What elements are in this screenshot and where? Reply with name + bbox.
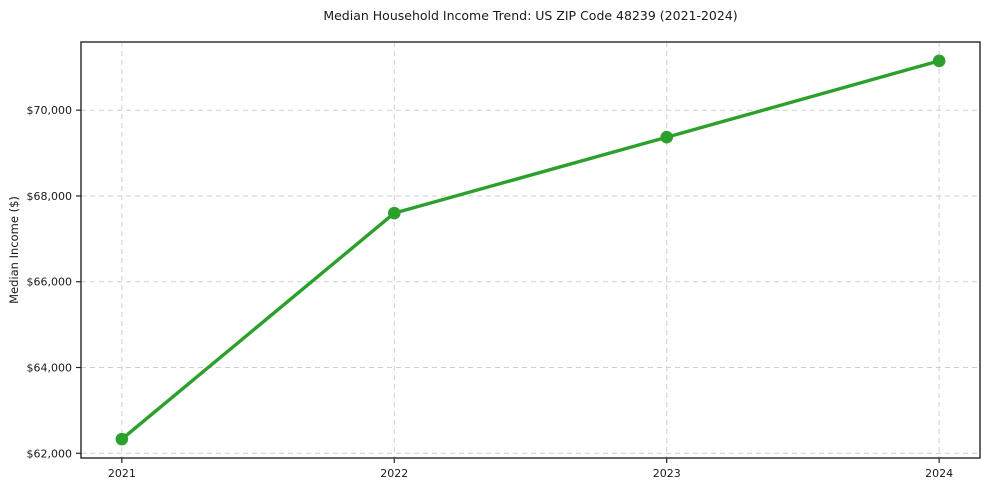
y-tick-label: $62,000 bbox=[27, 447, 73, 460]
chart-title: Median Household Income Trend: US ZIP Co… bbox=[323, 8, 738, 23]
data-point-2023 bbox=[660, 130, 674, 144]
data-point-2021 bbox=[115, 432, 129, 446]
axes-spines bbox=[80, 41, 981, 459]
x-tick-label: 2024 bbox=[925, 467, 953, 480]
x-tick-label: 2023 bbox=[653, 467, 681, 480]
y-tick-label: $66,000 bbox=[27, 276, 73, 289]
trend-line bbox=[120, 59, 941, 441]
y-tick-label: $70,000 bbox=[27, 104, 73, 117]
x-tick-label: 2021 bbox=[108, 467, 136, 480]
x-tick-label: 2022 bbox=[380, 467, 408, 480]
data-point-2022 bbox=[387, 206, 401, 220]
y-tick-label: $68,000 bbox=[27, 190, 73, 203]
y-tick-label: $64,000 bbox=[27, 362, 73, 375]
data-point-2024 bbox=[932, 54, 946, 68]
